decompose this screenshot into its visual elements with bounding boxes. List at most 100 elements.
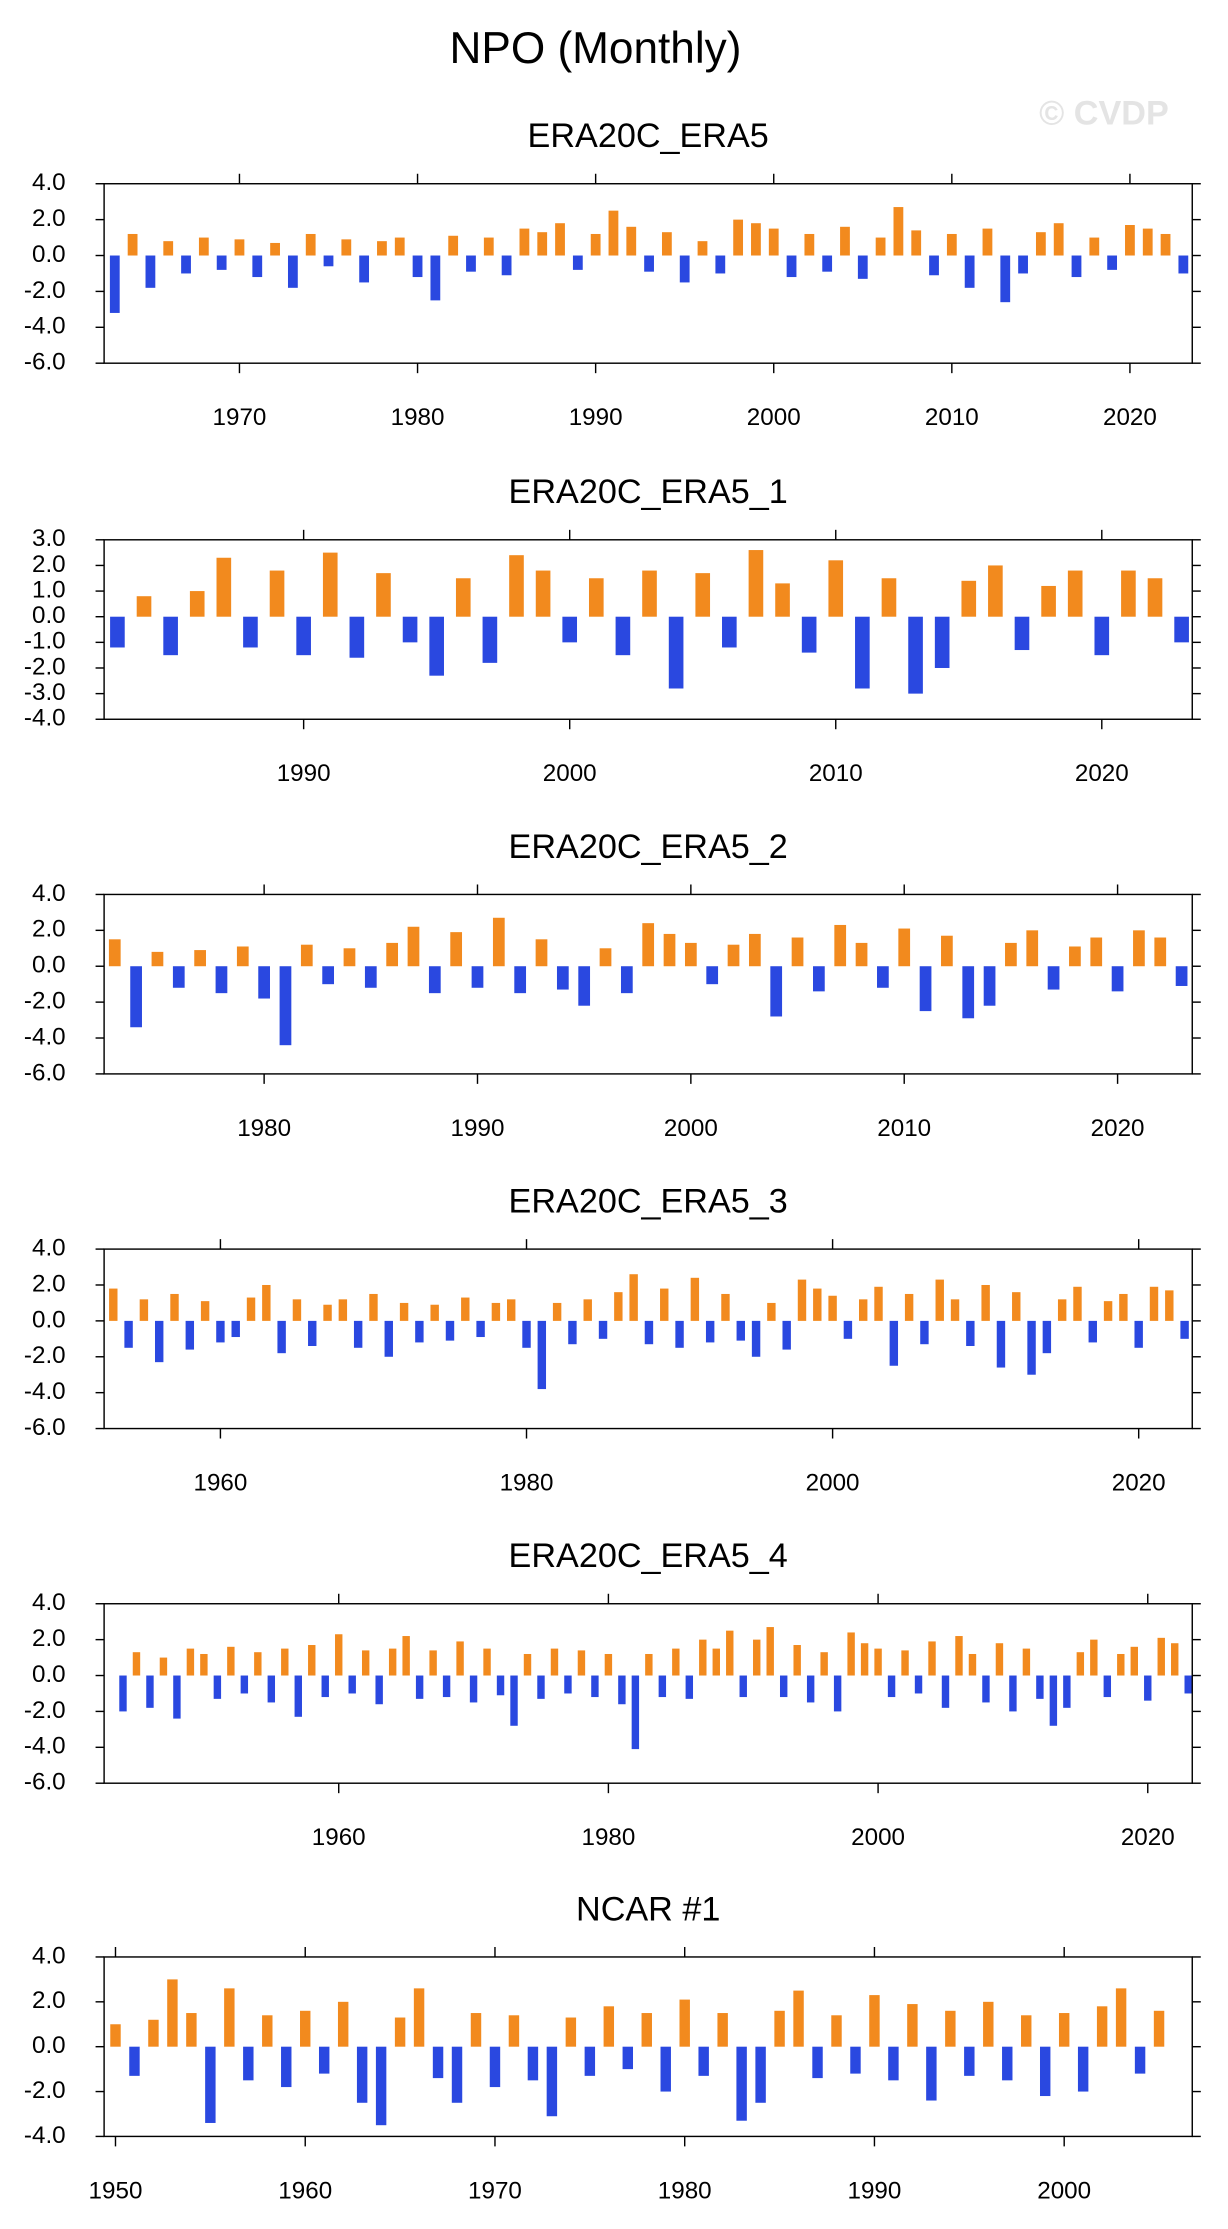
bar: [1026, 930, 1039, 967]
bar: [384, 1320, 393, 1357]
bar: [996, 1320, 1006, 1368]
bar: [901, 1650, 909, 1676]
bar: [535, 939, 548, 967]
x-tick-label: 2000: [664, 1115, 718, 1142]
bar: [555, 223, 565, 256]
bar: [429, 616, 444, 676]
y-tick-label: -4.0: [24, 1023, 66, 1050]
bar: [556, 966, 569, 990]
bar: [658, 1675, 667, 1698]
bar: [598, 1320, 608, 1339]
y-tick-label: 2.0: [32, 1987, 66, 2014]
plot-frame: [103, 539, 1193, 720]
bar: [482, 616, 498, 663]
bar: [148, 2019, 159, 2047]
bar: [402, 616, 418, 643]
bar: [1134, 1320, 1143, 1348]
bar: [774, 2010, 785, 2047]
x-tick-label: 1980: [391, 404, 445, 431]
bar: [850, 2046, 861, 2074]
bar: [227, 1646, 235, 1676]
bar: [1149, 1286, 1159, 1321]
bar: [216, 255, 227, 270]
y-tick-label: -2.0: [24, 653, 66, 680]
x-tick-label: 1980: [581, 1824, 635, 1851]
bar: [412, 255, 423, 278]
bar: [1022, 1648, 1031, 1676]
y-tick-label: -2.0: [24, 1697, 66, 1724]
x-tick-label: 1960: [278, 2177, 332, 2204]
y-tick-label: -1.0: [24, 628, 66, 655]
y-tick-label: 1.0: [32, 576, 66, 603]
bar: [535, 570, 551, 617]
bar: [642, 923, 655, 967]
bar: [146, 1675, 154, 1708]
bar: [679, 1999, 690, 2047]
bar: [564, 1675, 572, 1694]
bar: [110, 2024, 121, 2047]
bar: [697, 241, 708, 256]
x-tick-label: 2000: [543, 760, 597, 787]
bar: [675, 1320, 684, 1348]
x-tick-label: 1950: [89, 2177, 143, 2204]
bar: [748, 933, 761, 967]
bar: [1107, 255, 1118, 270]
bar: [194, 950, 206, 967]
bar: [216, 557, 232, 617]
bar: [584, 2046, 596, 2076]
bar: [281, 2046, 292, 2088]
bar: [626, 226, 637, 256]
bar: [869, 1995, 880, 2047]
x-tick-label: 1960: [312, 1824, 366, 1851]
bar: [300, 2010, 311, 2047]
bar: [767, 1302, 776, 1321]
bar: [341, 239, 352, 256]
y-tick-label: 4.0: [32, 1589, 66, 1616]
bar: [322, 966, 335, 985]
page-title: NPO (Monthly): [450, 24, 742, 73]
bar: [1002, 2046, 1013, 2081]
bar: [1171, 1643, 1179, 1676]
bar: [337, 2001, 349, 2047]
bar: [110, 616, 125, 648]
y-tick-label: 0.0: [32, 1306, 66, 1333]
bar: [721, 1293, 730, 1321]
y-tick-label: 4.0: [32, 1234, 66, 1261]
bar: [572, 255, 583, 270]
x-tick-label: 2000: [747, 404, 801, 431]
bar: [1153, 2010, 1165, 2047]
y-tick-label: 0.0: [32, 952, 66, 979]
bar: [806, 1675, 815, 1703]
bar: [874, 1286, 883, 1321]
bar: [287, 255, 298, 288]
bar: [402, 1636, 410, 1676]
x-tick-label: 2020: [1075, 760, 1129, 787]
x-tick-label: 2000: [1037, 2177, 1091, 2204]
bar: [1089, 237, 1100, 256]
bar: [1047, 966, 1060, 990]
y-tick-label: -2.0: [24, 988, 66, 1015]
bar: [1144, 1675, 1152, 1701]
bar: [929, 255, 939, 276]
bar: [1071, 255, 1082, 278]
y-tick-label: 0.0: [32, 2032, 66, 2059]
bar: [186, 1648, 195, 1676]
bar: [860, 1643, 869, 1676]
bar: [663, 933, 676, 967]
bar: [712, 1648, 720, 1676]
bar: [736, 1320, 745, 1341]
bar: [685, 1675, 694, 1699]
x-tick-label: 1980: [237, 1115, 291, 1142]
bar: [109, 1288, 118, 1321]
bar: [151, 951, 164, 967]
bar: [252, 255, 263, 278]
bar: [236, 946, 249, 967]
bar: [1067, 570, 1083, 617]
bar: [167, 1979, 178, 2047]
bar: [893, 207, 904, 256]
bar: [739, 1675, 747, 1698]
bar: [695, 573, 711, 617]
bar: [1094, 616, 1110, 656]
x-tick-label: 1990: [569, 404, 623, 431]
